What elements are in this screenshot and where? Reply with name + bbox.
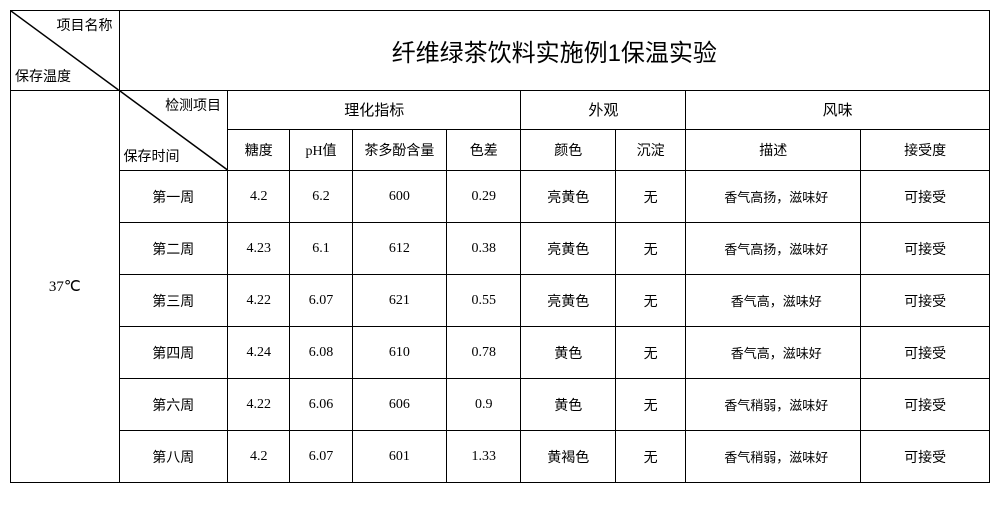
- desc-cell: 香气稍弱，滋味好: [686, 431, 861, 483]
- table-row: 第八周 4.2 6.07 601 1.33 黄褐色 无 香气稍弱，滋味好 可接受: [11, 431, 990, 483]
- corner-top-label: 项目名称: [57, 15, 113, 35]
- poly-cell: 612: [352, 223, 446, 275]
- cd-cell: 0.9: [447, 379, 521, 431]
- desc-cell: 香气高，滋味好: [686, 327, 861, 379]
- temperature-cell: 37℃: [11, 91, 120, 483]
- experiment-table: 项目名称 保存温度 纤维绿茶饮料实施例1保温实验 37℃ 检测项目 保存时间 理…: [10, 10, 990, 483]
- poly-cell: 601: [352, 431, 446, 483]
- poly-cell: 610: [352, 327, 446, 379]
- table-row: 第二周 4.23 6.1 612 0.38 亮黄色 无 香气高扬，滋味好 可接受: [11, 223, 990, 275]
- color-cell: 亮黄色: [521, 223, 615, 275]
- sugar-cell: 4.22: [228, 379, 290, 431]
- color-cell: 亮黄色: [521, 275, 615, 327]
- poly-cell: 621: [352, 275, 446, 327]
- sed-cell: 无: [615, 275, 685, 327]
- sugar-cell: 4.24: [228, 327, 290, 379]
- corner-test-time: 检测项目 保存时间: [119, 91, 228, 171]
- acc-cell: 可接受: [861, 171, 990, 223]
- acc-cell: 可接受: [861, 431, 990, 483]
- sed-cell: 无: [615, 171, 685, 223]
- corner2-bottom: 保存时间: [124, 146, 180, 166]
- sed-cell: 无: [615, 223, 685, 275]
- sugar-cell: 4.22: [228, 275, 290, 327]
- week-cell: 第二周: [119, 223, 228, 275]
- ph-cell: 6.2: [290, 171, 352, 223]
- subheader-color: 颜色: [521, 129, 615, 170]
- week-cell: 第一周: [119, 171, 228, 223]
- table-row: 第四周 4.24 6.08 610 0.78 黄色 无 香气高，滋味好 可接受: [11, 327, 990, 379]
- cd-cell: 1.33: [447, 431, 521, 483]
- corner-bottom-label: 保存温度: [15, 66, 71, 86]
- sed-cell: 无: [615, 431, 685, 483]
- table-title: 纤维绿茶饮料实施例1保温实验: [119, 11, 989, 91]
- week-cell: 第四周: [119, 327, 228, 379]
- color-cell: 黄褐色: [521, 431, 615, 483]
- desc-cell: 香气高，滋味好: [686, 275, 861, 327]
- subheader-sugar: 糖度: [228, 129, 290, 170]
- sed-cell: 无: [615, 327, 685, 379]
- color-cell: 黄色: [521, 379, 615, 431]
- table-row: 第三周 4.22 6.07 621 0.55 亮黄色 无 香气高，滋味好 可接受: [11, 275, 990, 327]
- week-cell: 第八周: [119, 431, 228, 483]
- sed-cell: 无: [615, 379, 685, 431]
- table-row: 第六周 4.22 6.06 606 0.9 黄色 无 香气稍弱，滋味好 可接受: [11, 379, 990, 431]
- acc-cell: 可接受: [861, 275, 990, 327]
- ph-cell: 6.07: [290, 431, 352, 483]
- acc-cell: 可接受: [861, 327, 990, 379]
- subheader-colordiff: 色差: [447, 129, 521, 170]
- week-cell: 第六周: [119, 379, 228, 431]
- sugar-cell: 4.2: [228, 171, 290, 223]
- acc-cell: 可接受: [861, 379, 990, 431]
- ph-cell: 6.08: [290, 327, 352, 379]
- ph-cell: 6.07: [290, 275, 352, 327]
- acc-cell: 可接受: [861, 223, 990, 275]
- color-cell: 亮黄色: [521, 171, 615, 223]
- ph-cell: 6.1: [290, 223, 352, 275]
- subheader-ph: pH值: [290, 129, 352, 170]
- ph-cell: 6.06: [290, 379, 352, 431]
- poly-cell: 600: [352, 171, 446, 223]
- desc-cell: 香气稍弱，滋味好: [686, 379, 861, 431]
- cd-cell: 0.78: [447, 327, 521, 379]
- sugar-cell: 4.2: [228, 431, 290, 483]
- subheader-sediment: 沉淀: [615, 129, 685, 170]
- desc-cell: 香气高扬，滋味好: [686, 171, 861, 223]
- subheader-desc: 描述: [686, 129, 861, 170]
- header-appearance: 外观: [521, 91, 686, 130]
- sugar-cell: 4.23: [228, 223, 290, 275]
- table-row: 第一周 4.2 6.2 600 0.29 亮黄色 无 香气高扬，滋味好 可接受: [11, 171, 990, 223]
- color-cell: 黄色: [521, 327, 615, 379]
- week-cell: 第三周: [119, 275, 228, 327]
- corner2-top: 检测项目: [165, 95, 221, 115]
- desc-cell: 香气高扬，滋味好: [686, 223, 861, 275]
- subheader-accept: 接受度: [861, 129, 990, 170]
- header-flavor: 风味: [686, 91, 990, 130]
- poly-cell: 606: [352, 379, 446, 431]
- subheader-polyphenol: 茶多酚含量: [352, 129, 446, 170]
- corner-project-temp: 项目名称 保存温度: [11, 11, 120, 91]
- cd-cell: 0.29: [447, 171, 521, 223]
- cd-cell: 0.55: [447, 275, 521, 327]
- header-physchem: 理化指标: [228, 91, 521, 130]
- cd-cell: 0.38: [447, 223, 521, 275]
